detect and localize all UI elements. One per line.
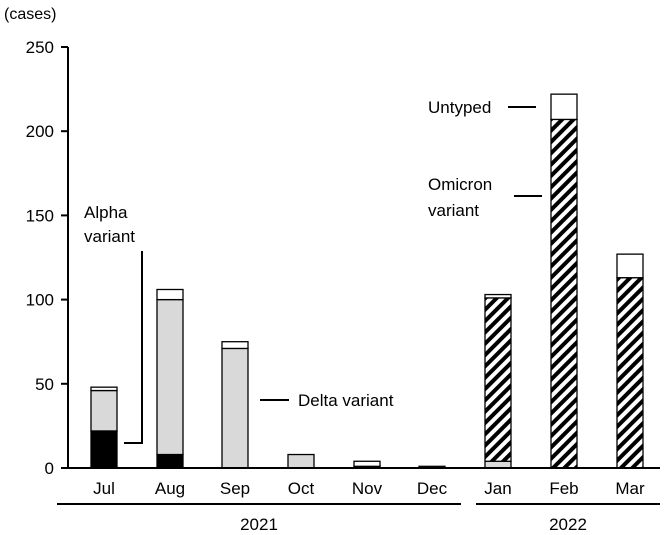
bar-untyped <box>353 460 381 467</box>
bar-untyped <box>221 341 249 350</box>
bar-delta <box>484 460 512 469</box>
bar-omicron <box>550 118 578 469</box>
x-tick-label: Feb <box>549 479 578 498</box>
year-group-label: 2021 <box>240 515 278 534</box>
y-tick-label: 50 <box>35 375 54 394</box>
y-axis: 0 50 100 150 200 250 <box>26 38 69 478</box>
x-tick-label: Mar <box>615 479 645 498</box>
bar-untyped <box>550 93 578 121</box>
y-tick-label: 100 <box>26 291 54 310</box>
label-untyped: Untyped <box>428 98 491 117</box>
bar-untyped <box>484 293 512 299</box>
bar-untyped <box>616 253 644 279</box>
bar-omicron <box>484 297 512 462</box>
x-axis: Jul Aug Sep Oct Nov Dec Jan Feb Mar 2021 2022 <box>57 467 660 534</box>
bar-alpha <box>156 453 184 469</box>
x-tick-label: Jan <box>484 479 511 498</box>
bar-delta <box>90 389 118 432</box>
label-omicron-line2: variant <box>428 201 479 220</box>
leader-alpha <box>124 251 143 444</box>
label-delta: Delta variant <box>298 391 394 410</box>
y-tick-label: 150 <box>26 206 54 225</box>
x-tick-label: Sep <box>220 479 250 498</box>
year-group-label: 2022 <box>549 515 587 534</box>
bars <box>90 93 644 469</box>
x-tick-label: Dec <box>417 479 448 498</box>
bar-delta <box>287 453 315 469</box>
bar-omicron <box>616 277 644 469</box>
y-tick-label: 0 <box>45 459 54 478</box>
label-alpha-line1: Alpha <box>84 203 128 222</box>
bar-delta <box>221 347 249 469</box>
y-tick-label: 200 <box>26 122 54 141</box>
bar-alpha <box>90 430 118 469</box>
x-tick-label: Jul <box>93 479 115 498</box>
bar-untyped <box>156 288 184 301</box>
bar-untyped <box>90 386 118 392</box>
label-alpha-line2: variant <box>84 227 135 246</box>
y-tick-label: 250 <box>26 38 54 57</box>
x-tick-label: Nov <box>352 479 383 498</box>
label-omicron-line1: Omicron <box>428 175 492 194</box>
x-tick-label: Aug <box>155 479 185 498</box>
x-tick-label: Oct <box>288 479 315 498</box>
bar-delta <box>156 298 184 456</box>
y-unit-label: (cases) <box>4 6 56 23</box>
annotations: Alpha variant Delta variant Untyped Omic… <box>84 98 542 444</box>
